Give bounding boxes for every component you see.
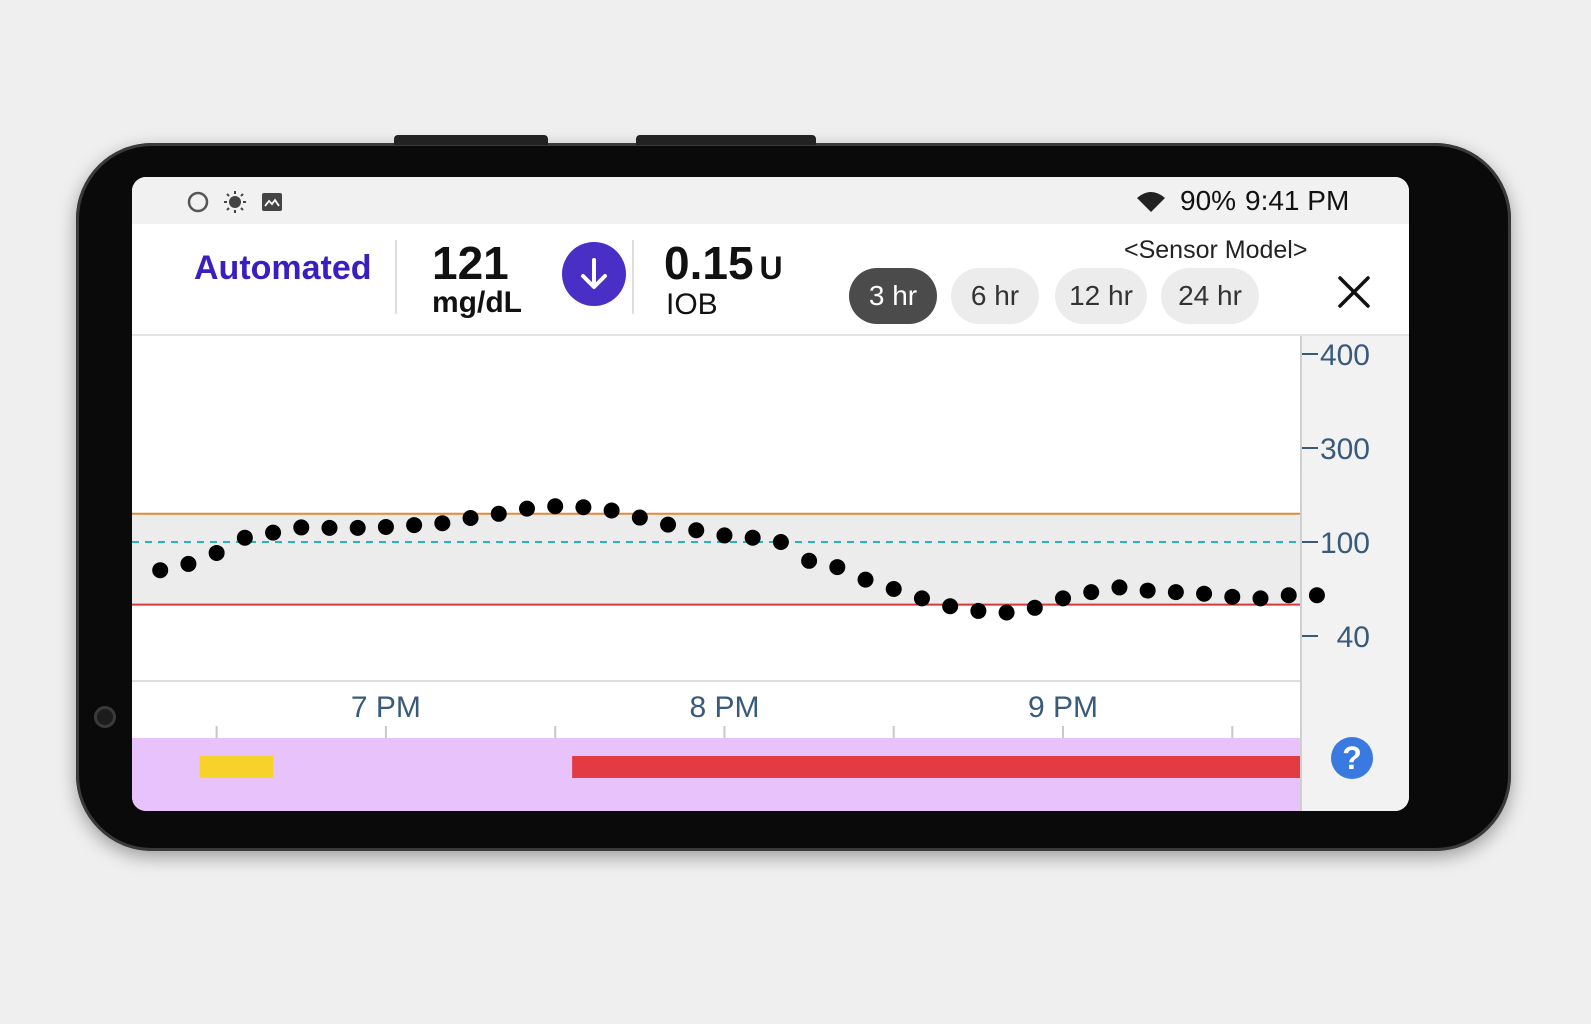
range-6hr-button[interactable]: 6 hr xyxy=(951,268,1039,324)
circle-icon xyxy=(187,191,209,213)
range-24hr-button[interactable]: 24 hr xyxy=(1161,268,1259,324)
y-axis-panel xyxy=(1300,336,1409,811)
glucose-point xyxy=(716,527,733,544)
iob-unit: U xyxy=(759,250,783,286)
glucose-point xyxy=(236,529,253,546)
x-tick-label: 7 PM xyxy=(351,691,421,724)
event-marker-red xyxy=(572,756,1300,778)
y-tick-label: 400 xyxy=(1320,339,1370,372)
x-tick-label: 9 PM xyxy=(1028,691,1098,724)
glucose-point xyxy=(660,516,677,533)
sensor-model: <Sensor Model> xyxy=(1124,236,1308,264)
glucose-point xyxy=(801,552,818,569)
phone-button-volume xyxy=(394,135,548,145)
glucose-point xyxy=(208,544,225,561)
app-header: Automated 121 mg/dL 0.15 U IOB <Sensor Mo… xyxy=(132,224,1409,336)
camera-icon xyxy=(94,706,116,728)
brightness-icon xyxy=(224,191,246,213)
glucose-point xyxy=(998,604,1015,621)
glucose-point xyxy=(1139,582,1156,599)
trend-button[interactable] xyxy=(562,242,626,306)
glucose-point xyxy=(1196,585,1213,602)
divider xyxy=(395,240,397,314)
glucose-point xyxy=(265,524,282,541)
arrow-down-icon xyxy=(581,258,607,289)
glucose-point xyxy=(490,505,507,522)
glucose-point xyxy=(1026,599,1043,616)
glucose-point xyxy=(152,562,169,579)
glucose-point xyxy=(1055,590,1072,607)
iob-label: IOB xyxy=(666,288,718,321)
y-tick-label: 100 xyxy=(1320,527,1370,560)
phone-button-power xyxy=(636,135,816,145)
glucose-point xyxy=(293,519,310,536)
glucose-point xyxy=(970,602,987,619)
help-button[interactable]: ? xyxy=(1331,737,1373,779)
glucose-point xyxy=(462,510,479,527)
glucose-point xyxy=(631,509,648,526)
glucose-point xyxy=(1252,590,1269,607)
close-icon[interactable] xyxy=(1334,272,1374,312)
glucose-chart: 400 300 100 40 7 PM 8 PM 9 PM xyxy=(132,336,1409,811)
y-tick-label: 300 xyxy=(1320,433,1370,466)
glucose-point xyxy=(377,518,394,535)
glucose-point xyxy=(744,529,761,546)
status-bar: 90% 9:41 PM xyxy=(132,177,1409,224)
divider xyxy=(632,240,634,314)
glucose-point xyxy=(942,598,959,615)
range-3hr-button[interactable]: 3 hr xyxy=(849,268,937,324)
glucose-point xyxy=(688,522,705,539)
glucose-point xyxy=(885,581,902,597)
image-icon xyxy=(262,193,282,211)
glucose-point xyxy=(1280,587,1297,604)
range-12hr-button[interactable]: 12 hr xyxy=(1055,268,1147,324)
app-screen: 90% 9:41 PM Automated 121 mg/dL 0.15 U IO… xyxy=(132,177,1409,811)
glucose-point xyxy=(321,519,338,536)
clock: 9:41 PM xyxy=(1245,185,1350,216)
x-tick-label: 8 PM xyxy=(689,691,759,724)
glucose-point xyxy=(1167,584,1184,601)
glucose-point xyxy=(857,571,874,588)
glucose-point xyxy=(349,519,366,536)
y-tick-label: 40 xyxy=(1337,621,1370,654)
iob-value: 0.15 xyxy=(664,237,754,289)
glucose-point xyxy=(829,559,846,576)
glucose-point xyxy=(1111,579,1128,596)
mode-label: Automated xyxy=(194,249,372,287)
glucose-point xyxy=(772,534,789,550)
glucose-point xyxy=(406,517,423,534)
glucose-point xyxy=(518,500,535,517)
glucose-point xyxy=(1083,584,1100,601)
glucose-point xyxy=(547,498,564,515)
wifi-icon xyxy=(1137,192,1165,212)
glucose-point xyxy=(603,502,620,519)
glucose-point xyxy=(913,590,930,607)
event-marker-yellow xyxy=(199,756,274,778)
iob-value-group: 0.15 U xyxy=(664,236,783,290)
glucose-point xyxy=(1224,588,1241,605)
glucose-point xyxy=(575,499,592,516)
glucose-point xyxy=(434,515,451,532)
glucose-value: 121 xyxy=(432,237,509,289)
glucose-unit: mg/dL xyxy=(432,286,522,319)
battery-percent: 90% xyxy=(1180,185,1237,216)
glucose-point xyxy=(1308,587,1325,604)
glucose-point xyxy=(180,555,197,572)
